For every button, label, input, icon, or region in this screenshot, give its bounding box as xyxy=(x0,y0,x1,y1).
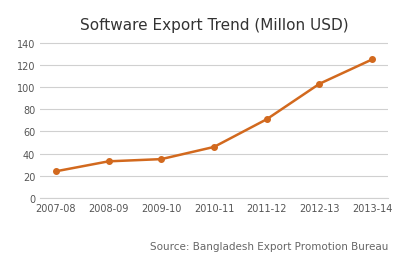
Text: Source: Bangladesh Export Promotion Bureau: Source: Bangladesh Export Promotion Bure… xyxy=(150,242,388,251)
Title: Software Export Trend (Millon USD): Software Export Trend (Millon USD) xyxy=(80,18,348,33)
